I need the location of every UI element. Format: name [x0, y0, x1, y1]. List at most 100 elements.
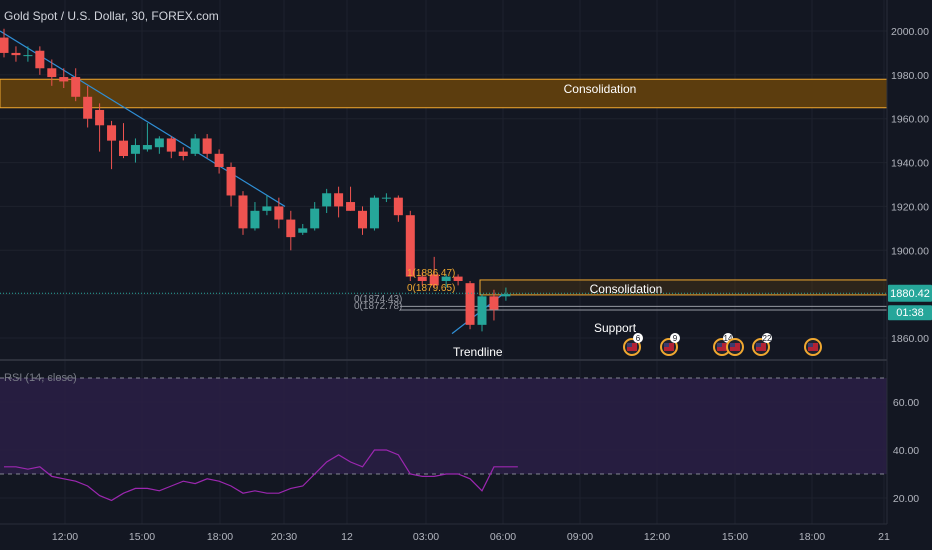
last-price-value: 1880.42 [890, 288, 930, 300]
candle-body [441, 276, 451, 281]
candle-body [453, 276, 463, 281]
symbol-title[interactable]: Gold Spot / U.S. Dollar, 30, FOREX.com [4, 9, 219, 23]
candle-body [119, 140, 128, 156]
economic-events[interactable]: 6 9 14 22 [623, 333, 822, 356]
candle-body [130, 145, 140, 154]
candle-body [417, 276, 427, 281]
candle [47, 59, 57, 86]
consolidation-label-upper[interactable]: Consolidation [564, 82, 637, 96]
price-tick-label: 1980.00 [891, 70, 929, 82]
fib-level-a: 0(1874.43) [354, 294, 402, 305]
rsi-band [0, 378, 887, 474]
candle-body [190, 138, 200, 154]
candle [393, 195, 403, 222]
event-count: 14 [724, 334, 733, 343]
candle-body [95, 109, 105, 126]
last-price-badge[interactable]: 1880.42 [888, 284, 932, 302]
candle [369, 195, 379, 231]
price-tick-label: 1940.00 [891, 158, 929, 170]
event-badge[interactable]: 9 [660, 333, 680, 356]
candle [107, 120, 117, 170]
candle [286, 210, 296, 251]
time-axis-labels: 12:00 15:00 18:00 20:30 12 03:00 06:00 09:00 12:… [52, 531, 890, 543]
event-badge[interactable]: 22 [752, 333, 772, 356]
candle [477, 294, 487, 332]
candle-body [381, 197, 391, 199]
time-tick-label: 18:00 [799, 531, 825, 543]
fib-level-b: 0(1872.78) [354, 301, 402, 312]
candle-body [166, 138, 176, 152]
candle [250, 202, 260, 231]
candle-body [322, 193, 332, 207]
time-tick-label: 09:00 [567, 531, 593, 543]
candle [23, 46, 33, 62]
candle-body [465, 283, 475, 325]
price-tick-label: 1900.00 [891, 245, 929, 257]
candle-body [142, 145, 152, 150]
rsi-tick-label: 60.00 [893, 397, 919, 409]
candle [417, 272, 427, 286]
candle [405, 210, 415, 281]
candle-body [0, 37, 9, 53]
candle [322, 188, 332, 214]
candle-body [346, 202, 356, 211]
time-tick-label: 12:00 [644, 531, 670, 543]
candle-body [393, 197, 403, 216]
candle [119, 123, 128, 159]
event-badge[interactable] [804, 338, 822, 356]
candle [489, 289, 499, 321]
candle-body [429, 274, 439, 286]
candle-body [477, 296, 487, 325]
candle [178, 147, 188, 161]
event-count: 6 [636, 334, 641, 343]
time-tick-label: 03:00 [413, 531, 439, 543]
event-badge[interactable]: 6 [623, 333, 643, 356]
candle-body [274, 206, 284, 220]
price-tick-label: 2000.00 [891, 26, 929, 38]
candle-body [298, 228, 308, 233]
candle-body [23, 55, 33, 57]
candle [441, 274, 451, 288]
candle-body [35, 50, 45, 69]
candle [453, 274, 463, 286]
consolidation-zones[interactable] [0, 78, 888, 311]
rsi-pane-grid [0, 377, 887, 499]
candle-body [47, 68, 57, 78]
candle-body [11, 52, 21, 56]
candle [465, 280, 475, 330]
candle [238, 191, 248, 235]
fib-level-1: 1(1886.47) [407, 268, 455, 279]
candle [226, 162, 236, 207]
candle-body [286, 219, 296, 238]
candle [95, 103, 105, 152]
candle-body [214, 153, 224, 167]
flag-canton [808, 343, 813, 347]
rsi-tick-label: 20.00 [893, 493, 919, 505]
event-badge[interactable] [726, 338, 744, 356]
event-count-bubble [633, 333, 643, 343]
time-tick-label: 21 [878, 531, 890, 543]
candlestick-series [0, 28, 511, 332]
candle-body [369, 197, 379, 229]
candle-body [83, 96, 93, 119]
rsi-line [4, 449, 518, 502]
flag-canton [664, 343, 669, 347]
candle [214, 149, 224, 174]
down-trendline [0, 30, 286, 207]
candle-body [238, 195, 248, 229]
candle [501, 287, 511, 301]
event-count: 22 [763, 334, 772, 343]
rsi-indicator-label[interactable]: RSI (14, close) [4, 372, 77, 384]
time-tick-label: 15:00 [129, 531, 155, 543]
trendline-label[interactable]: Trendline [453, 345, 503, 359]
consolidation-label-lower[interactable]: Consolidation [590, 282, 663, 296]
consolidation-zone [479, 279, 888, 296]
price-axis[interactable] [887, 0, 932, 550]
time-axis[interactable] [0, 524, 887, 550]
candle [346, 186, 356, 211]
candle [11, 46, 21, 62]
rsi-axis-labels: 20.00 40.00 60.00 [893, 397, 919, 505]
candle [274, 197, 284, 229]
support-label[interactable]: Support [594, 321, 637, 335]
